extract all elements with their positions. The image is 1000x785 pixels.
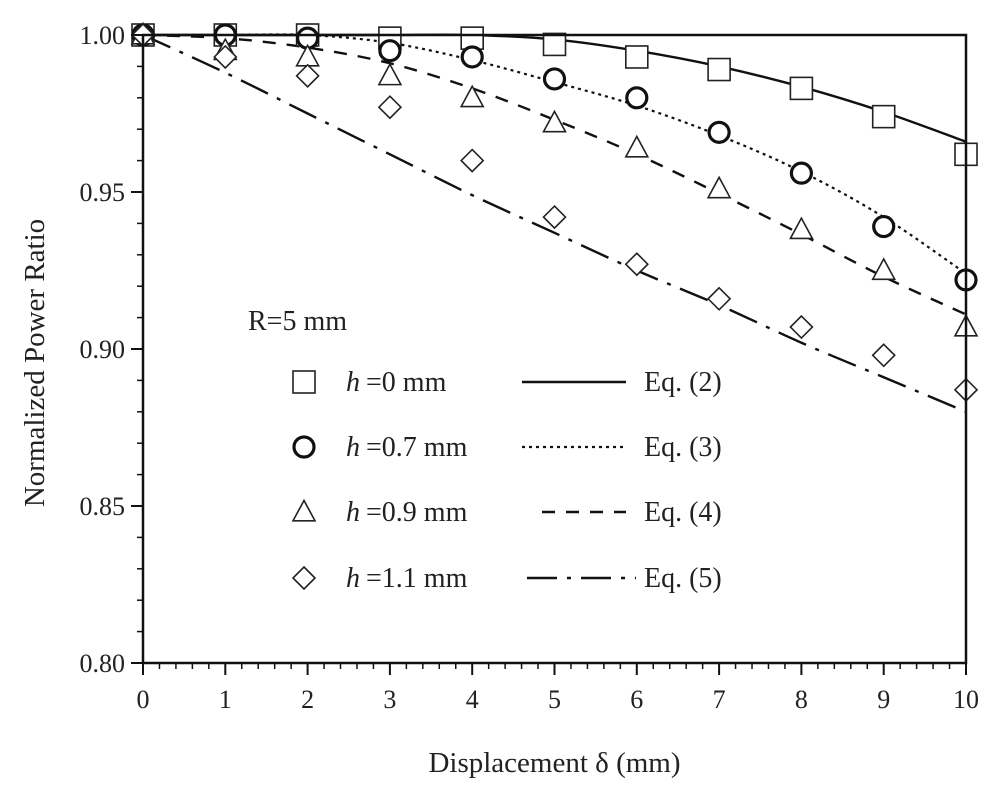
fit-curve-diamond — [142, 33, 967, 413]
data-point-triangle — [377, 62, 403, 86]
data-point-diamond — [295, 63, 320, 88]
x-tick-label: 8 — [795, 685, 808, 714]
y-tick-label: 0.85 — [80, 492, 126, 521]
fit-curve-circle — [143, 33, 967, 275]
data-point-triangle — [459, 84, 485, 108]
data-point-square — [789, 76, 814, 101]
legend-fit-label: Eq. (5) — [644, 563, 722, 594]
x-tick-label: 4 — [466, 685, 479, 714]
x-tick-label: 2 — [301, 685, 314, 714]
x-tick-label: 10 — [953, 685, 979, 714]
y-tick-label: 0.90 — [80, 335, 126, 364]
x-tick-label: 0 — [137, 685, 150, 714]
data-point-diamond — [377, 95, 403, 120]
data-point-triangle — [624, 134, 650, 158]
data-point-diamond — [871, 343, 896, 368]
legend-marker-triangle — [291, 498, 317, 522]
data-point-diamond — [213, 44, 238, 70]
data-point-square — [707, 57, 731, 82]
x-tick-label: 3 — [383, 685, 396, 714]
data-point-circle — [872, 214, 896, 239]
y-axis-title: Normalized Power Ratio — [19, 219, 51, 507]
data-point-triangle — [789, 216, 814, 240]
data-point-circle — [789, 161, 814, 185]
legend-series-label: h =0 mm — [346, 367, 447, 398]
legend-title: R=5 mm — [248, 306, 347, 337]
y-tick-label: 0.95 — [80, 178, 126, 207]
data-point-diamond — [542, 204, 567, 230]
x-tick-label: 1 — [219, 685, 232, 714]
legend-fit-label: Eq. (3) — [644, 432, 722, 463]
y-tick-label: 1.00 — [80, 21, 126, 50]
data-point-diamond — [460, 148, 485, 173]
y-tick-label: 0.80 — [80, 649, 126, 678]
data-point-triangle — [706, 175, 732, 199]
data-point-circle — [460, 45, 484, 69]
data-point-diamond — [706, 286, 732, 311]
data-markers — [130, 21, 979, 402]
x-tick-label: 5 — [548, 685, 561, 714]
legend-fit-label: Eq. (4) — [644, 497, 722, 528]
x-tick-label: 7 — [713, 685, 726, 714]
data-point-triangle — [871, 257, 897, 281]
data-point-circle — [378, 39, 402, 63]
legend: R=5 mm h =0 mm Eq. (2) h =0.7 mm Eq. (3) h =0.9… — [248, 306, 722, 594]
x-axis-title: Displacement δ (mm) — [428, 747, 680, 779]
data-point-circle — [542, 67, 567, 91]
data-point-square — [871, 104, 896, 129]
legend-marker-square — [292, 370, 316, 394]
fit-curve-triangle — [142, 33, 967, 316]
data-point-diamond — [624, 252, 649, 277]
legend-series-label: h =1.1 mm — [346, 563, 468, 594]
x-tick-label: 6 — [630, 685, 643, 714]
axes: 0 1 2 3 4 5 6 7 8 9 10 0.80 0.85 0.90 0.95 1.00 — [80, 21, 980, 714]
data-point-diamond — [789, 314, 814, 340]
legend-marker-circle — [292, 435, 316, 459]
data-point-triangle — [542, 109, 567, 133]
legend-marker-diamond — [291, 565, 317, 591]
legend-series-label: h =0.7 mm — [346, 432, 468, 463]
x-tick-label: 9 — [877, 685, 890, 714]
legend-series-label: h =0.9 mm — [346, 497, 468, 528]
data-point-square — [624, 45, 649, 69]
data-point-circle — [707, 120, 731, 144]
legend-fit-label: Eq. (2) — [644, 367, 722, 398]
data-point-circle — [625, 86, 649, 110]
data-point-square — [542, 32, 567, 57]
